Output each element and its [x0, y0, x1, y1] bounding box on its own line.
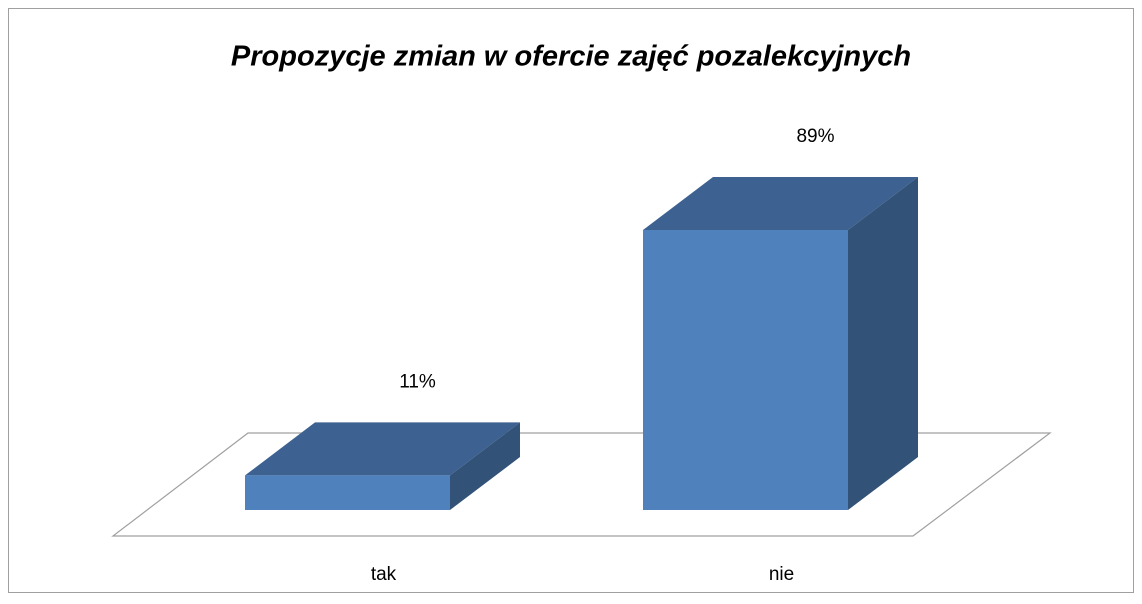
bar-side — [450, 422, 520, 510]
bar — [245, 475, 450, 510]
bar-top — [643, 177, 918, 230]
data-label: 11% — [399, 371, 436, 392]
x-tick-label: tak — [371, 564, 397, 585]
chart-title: Propozycje zmian w ofercie zajęć pozalek… — [231, 41, 911, 73]
chart-border — [8, 8, 1134, 593]
data-label: 89% — [796, 126, 834, 147]
bar — [643, 230, 848, 510]
bar-top — [245, 422, 520, 476]
floor — [111, 432, 1052, 537]
bar-side — [848, 177, 918, 510]
x-tick-label: nie — [769, 564, 794, 585]
